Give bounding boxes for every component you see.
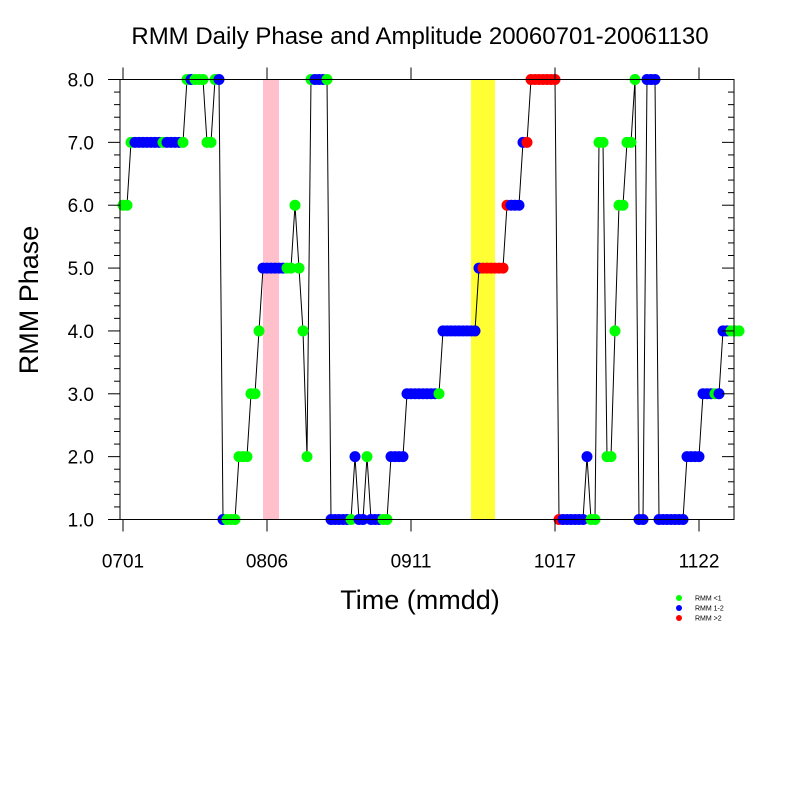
data-point [397, 451, 409, 463]
data-point [581, 451, 593, 463]
legend-label: RMM 1-2 [695, 606, 724, 613]
x-tick-label: 0701 [102, 552, 144, 573]
data-point [609, 325, 621, 337]
data-point [469, 325, 481, 337]
data-point [177, 136, 189, 148]
x-tick-label: 0911 [391, 552, 432, 573]
chart-title: RMM Daily Phase and Amplitude 20060701-2… [131, 23, 708, 50]
legend-marker [676, 605, 682, 611]
y-tick-label: 6.0 [68, 196, 94, 217]
data-point [249, 388, 261, 400]
data-point [497, 262, 509, 274]
y-tick-label: 1.0 [68, 511, 94, 532]
data-point [597, 136, 609, 148]
data-point [513, 199, 525, 211]
x-tick-label: 0806 [246, 552, 288, 573]
y-axis-ticks: 1.0 2.0 3.0 4.0 5.0 6.0 7.0 8.0 [68, 71, 734, 532]
y-tick-label: 5.0 [68, 259, 94, 280]
legend-marker [676, 615, 682, 621]
legend-label: RMM >2 [695, 616, 722, 623]
data-point [121, 199, 133, 211]
data-point [293, 262, 305, 274]
y-axis-label: RMM Phase [14, 226, 44, 375]
data-point [713, 388, 725, 400]
y-tick-label: 7.0 [68, 133, 94, 154]
legend: RMM <1 RMM 1-2 RMM >2 [676, 595, 724, 623]
data-point [289, 199, 301, 211]
x-tick-label: 1122 [679, 552, 720, 573]
data-point [733, 325, 745, 337]
data-point [693, 451, 705, 463]
legend-marker [676, 595, 682, 601]
shaded-period-1 [263, 79, 279, 520]
shaded-period-2 [471, 79, 495, 520]
data-point [205, 136, 217, 148]
data-point [361, 451, 373, 463]
data-point [301, 451, 313, 463]
x-axis-ticks: 0701 0806 0911 1017 1122 [102, 67, 720, 573]
data-point [349, 451, 361, 463]
data-point [605, 451, 617, 463]
data-point [617, 199, 629, 211]
data-point [241, 451, 253, 463]
data-point [285, 262, 297, 274]
plot-frame [119, 79, 735, 520]
data-point [521, 136, 533, 148]
y-tick-label: 2.0 [68, 448, 94, 469]
y-tick-label: 4.0 [68, 322, 94, 343]
y-tick-label: 8.0 [68, 71, 94, 92]
x-tick-label: 1017 [534, 552, 576, 573]
data-point [433, 388, 445, 400]
data-point [297, 325, 309, 337]
x-axis-label: Time (mmdd) [340, 585, 500, 615]
y-tick-label: 3.0 [68, 385, 94, 406]
legend-label: RMM <1 [695, 596, 722, 603]
shaded-periods [263, 79, 495, 520]
data-points [117, 74, 745, 525]
data-point [253, 325, 265, 337]
data-point [625, 136, 637, 148]
